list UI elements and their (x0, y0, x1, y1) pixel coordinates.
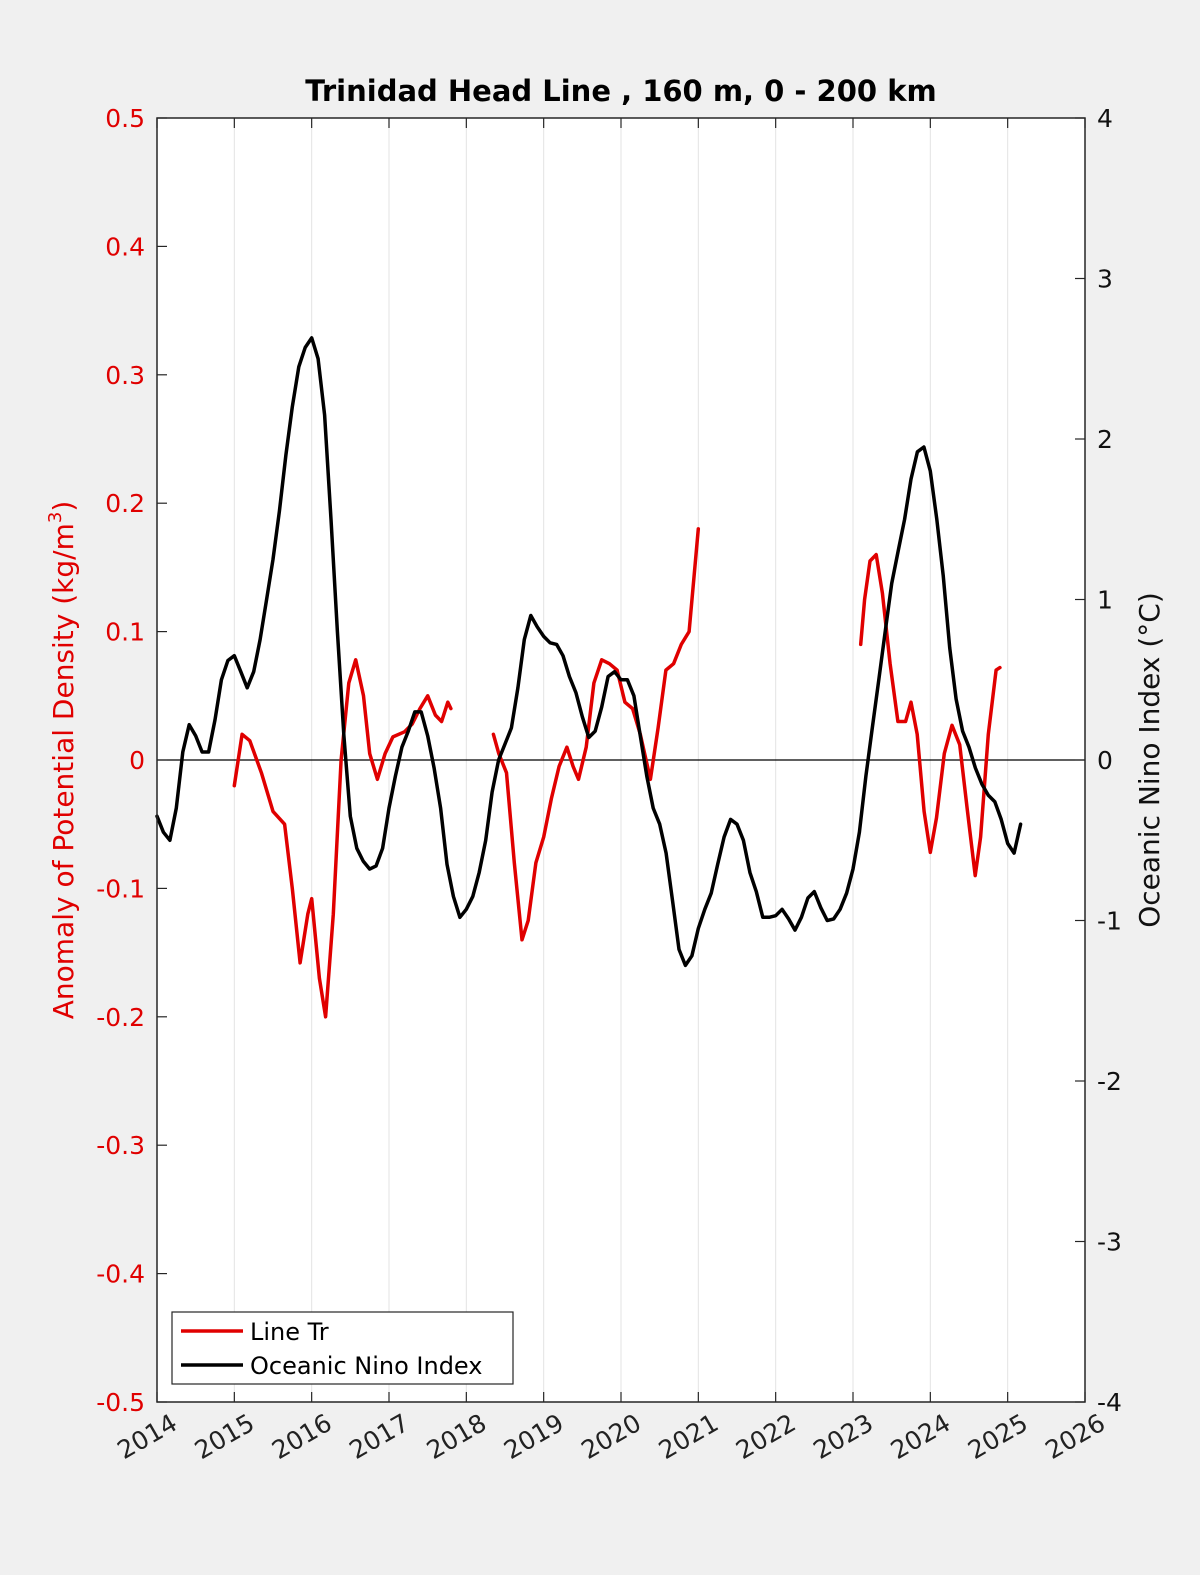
x-tick-label: 2018 (422, 1408, 492, 1465)
y-axis-right-label: Oceanic Nino Index (°C) (1133, 592, 1166, 928)
legend: Line Tr Oceanic Nino Index (171, 1311, 514, 1385)
x-tick-label: 2022 (731, 1408, 801, 1465)
x-tick-label: 2023 (808, 1408, 878, 1465)
y-tick-right-label: -2 (1097, 1067, 1122, 1096)
y-axis-left-label-suffix: ) (47, 501, 80, 512)
chart-title: Trinidad Head Line , 160 m, 0 - 200 km (305, 74, 936, 108)
y-tick-left-label: -0.4 (96, 1260, 145, 1289)
y-tick-left-label: -0.1 (96, 874, 145, 903)
y-tick-left-label: -0.5 (96, 1388, 145, 1417)
series-oni (155, 336, 1023, 968)
y-tick-left-label: 0.3 (105, 361, 145, 390)
y-tick-right-label: -3 (1097, 1228, 1122, 1257)
y-tick-right-label: 0 (1097, 746, 1113, 775)
y-tick-right-label: 3 (1097, 265, 1113, 294)
legend-label-oni: Oceanic Nino Index (250, 1352, 482, 1380)
series-line-tr (858, 552, 1002, 878)
series-line-tr (491, 527, 701, 942)
x-tick-label: 2019 (499, 1408, 569, 1465)
y-tick-left-label: 0.4 (105, 232, 145, 261)
y-axis-left-label-main: Anomaly of Potential Density (kg/m (47, 523, 80, 1019)
y-axis-left-label-sup: 3 (45, 512, 66, 523)
y-tick-left-label: -0.3 (96, 1131, 145, 1160)
y-tick-left-label: 0.2 (105, 489, 145, 518)
x-tick-label: 2015 (190, 1408, 260, 1465)
x-tick-label: 2021 (654, 1408, 724, 1465)
left-axis-ticks: -0.5 -0.4 -0.3 -0.2 -0.1 0 0.1 0.2 0.3 0.4 0.5 (96, 104, 167, 1417)
y-tick-right-label: 4 (1097, 104, 1113, 133)
legend-label-line-tr: Line Tr (250, 1318, 329, 1346)
legend-box (171, 1311, 514, 1385)
y-tick-left-label: 0 (129, 746, 145, 775)
x-tick-label: 2024 (886, 1408, 956, 1465)
y-axis-left-label: Anomaly of Potential Density (kg/m3) (45, 501, 80, 1020)
x-tick-label: 2020 (576, 1408, 646, 1465)
y-tick-left-label: 0.5 (105, 104, 145, 133)
y-tick-right-label: -4 (1097, 1388, 1122, 1417)
y-tick-right-label: 2 (1097, 425, 1113, 454)
x-tick-label: 2016 (267, 1408, 337, 1465)
y-tick-left-label: 0.1 (105, 618, 145, 647)
x-tick-label: 2017 (344, 1408, 414, 1465)
y-tick-left-label: -0.2 (96, 1003, 145, 1032)
right-axis-ticks: -4 -3 -2 -1 0 1 2 3 4 (1075, 104, 1122, 1417)
series-layer (155, 336, 1023, 1019)
x-tick-label: 2025 (963, 1408, 1033, 1465)
x-tick-label: 2026 (1040, 1408, 1110, 1465)
y-tick-right-label: -1 (1097, 907, 1122, 936)
series-line-tr (232, 658, 453, 1019)
y-tick-right-label: 1 (1097, 586, 1113, 615)
